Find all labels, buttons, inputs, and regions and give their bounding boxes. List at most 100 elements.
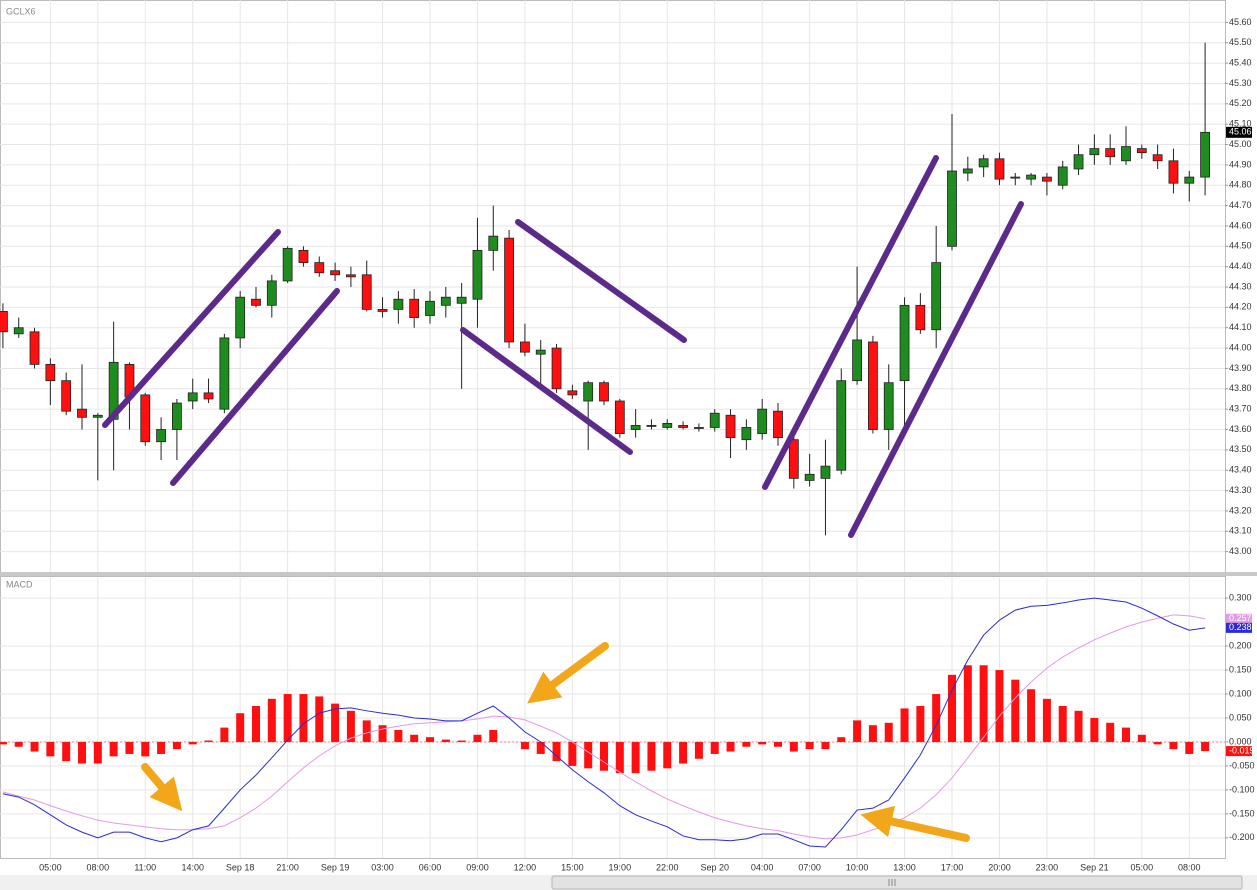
- histogram-bar: [948, 674, 956, 742]
- x-tick-label: 23:00: [1036, 862, 1059, 872]
- histogram-bar: [1090, 718, 1099, 742]
- scroll-thumb[interactable]: [551, 875, 1243, 890]
- y-tick-label: 44.90: [1229, 159, 1252, 169]
- histogram-bar: [188, 741, 197, 745]
- candle-body: [520, 341, 530, 353]
- histogram-bar: [441, 739, 450, 742]
- candle-body: [314, 262, 325, 274]
- candle-body: [1010, 176, 1021, 179]
- y-tick-label: 45.00: [1229, 139, 1252, 149]
- x-tick-label: Sep 20: [700, 862, 729, 872]
- candle-body: [235, 296, 246, 339]
- y-tick-label: 0.300: [1229, 593, 1252, 603]
- candle-body: [1168, 160, 1179, 184]
- candle-body: [694, 427, 704, 429]
- histogram-bar: [853, 720, 862, 742]
- y-tick-label: 45.30: [1229, 78, 1252, 88]
- x-tick-label: 09:00: [466, 862, 489, 872]
- histogram-bar: [489, 729, 498, 742]
- histogram-bar: [426, 737, 434, 742]
- x-tick-label: Sep 21: [1080, 862, 1109, 872]
- histogram-bar: [805, 741, 814, 750]
- histogram-bar: [789, 741, 798, 752]
- y-tick-label: -0.200: [1229, 832, 1255, 842]
- y-tick-label: 43.40: [1229, 465, 1252, 475]
- candle-body: [773, 410, 783, 439]
- histogram-bar: [979, 665, 988, 742]
- candle-body: [45, 363, 56, 382]
- histogram-bar: [331, 703, 340, 742]
- candle-body: [551, 347, 562, 390]
- histogram-bar: [584, 741, 593, 769]
- y-tick-label: 43.10: [1229, 526, 1252, 536]
- candle-body: [630, 425, 641, 430]
- histogram-bar: [46, 741, 55, 757]
- x-tick-label: 03:00: [371, 862, 394, 872]
- annotations: [102, 155, 1024, 842]
- x-tick-label: 12:00: [514, 862, 537, 872]
- histogram-bar: [1122, 727, 1130, 742]
- candle-body: [899, 304, 910, 382]
- y-tick-label: 44.20: [1229, 302, 1252, 312]
- histogram-bar: [821, 741, 830, 750]
- y-tick-label: 44.10: [1229, 322, 1252, 332]
- histogram-bar: [932, 694, 941, 742]
- trend-line: [848, 201, 1024, 538]
- candle-body: [709, 412, 720, 428]
- candle-body: [440, 296, 451, 306]
- histogram-bar: [916, 706, 925, 742]
- y-tick-label: 43.70: [1229, 404, 1252, 414]
- histogram-bar: [900, 708, 909, 742]
- histogram-bar: [1185, 741, 1194, 754]
- macd-line: [2, 614, 1206, 840]
- candle-body: [915, 304, 926, 331]
- candle-body: [13, 327, 24, 335]
- histogram-bar: [963, 665, 972, 742]
- histogram-bar: [1201, 741, 1210, 752]
- arrows: [141, 642, 970, 842]
- histogram-bar: [267, 698, 276, 742]
- y-tick-label: 43.50: [1229, 444, 1252, 454]
- histogram-bar: [742, 741, 751, 747]
- scrollbar[interactable]: [0, 875, 1257, 890]
- x-tick-label: 13:00: [893, 862, 916, 872]
- histogram-bar: [995, 670, 1004, 742]
- x-tick-label: 20:00: [988, 862, 1011, 872]
- histogram-bar: [694, 741, 703, 759]
- candle-body: [1105, 148, 1116, 158]
- candle-body: [29, 331, 40, 365]
- macd-line: [2, 597, 1206, 848]
- histogram-bar: [299, 694, 308, 742]
- histogram-bar: [1011, 679, 1020, 742]
- candle-body: [535, 349, 546, 355]
- y-tick-label: 44.80: [1229, 180, 1252, 190]
- histogram-bar: [726, 741, 735, 752]
- arrow: [860, 805, 970, 842]
- x-tick-label: 05:00: [39, 862, 62, 872]
- value-badge-label: 0.257: [1229, 613, 1252, 623]
- trend-line: [762, 155, 939, 490]
- candle-body: [92, 414, 103, 418]
- scroll-grip: [888, 879, 896, 886]
- histogram-bar: [78, 741, 86, 764]
- value-badge: [1226, 613, 1252, 624]
- histogram-bar: [868, 725, 877, 742]
- histogram-bar: [125, 741, 134, 754]
- panel-separator[interactable]: [0, 572, 1257, 576]
- candle-body: [409, 298, 420, 318]
- candle-body: [1200, 131, 1210, 178]
- candle-body: [741, 427, 752, 441]
- y-tick-label: 43.90: [1229, 363, 1252, 373]
- trend-lines: [102, 155, 1024, 538]
- x-tick-label: 19:00: [609, 862, 632, 872]
- value-badge: [1226, 746, 1252, 757]
- y-tick-label: 45.60: [1229, 17, 1252, 27]
- y-tick-label: 44.40: [1229, 261, 1252, 271]
- value-badge-label: -0.019: [1229, 745, 1255, 755]
- candle-body: [456, 296, 467, 304]
- histogram-bar: [394, 729, 403, 742]
- histogram-bar: [568, 741, 577, 766]
- y-tick-label: -0.050: [1229, 760, 1255, 770]
- x-tick-label: 04:00: [751, 862, 774, 872]
